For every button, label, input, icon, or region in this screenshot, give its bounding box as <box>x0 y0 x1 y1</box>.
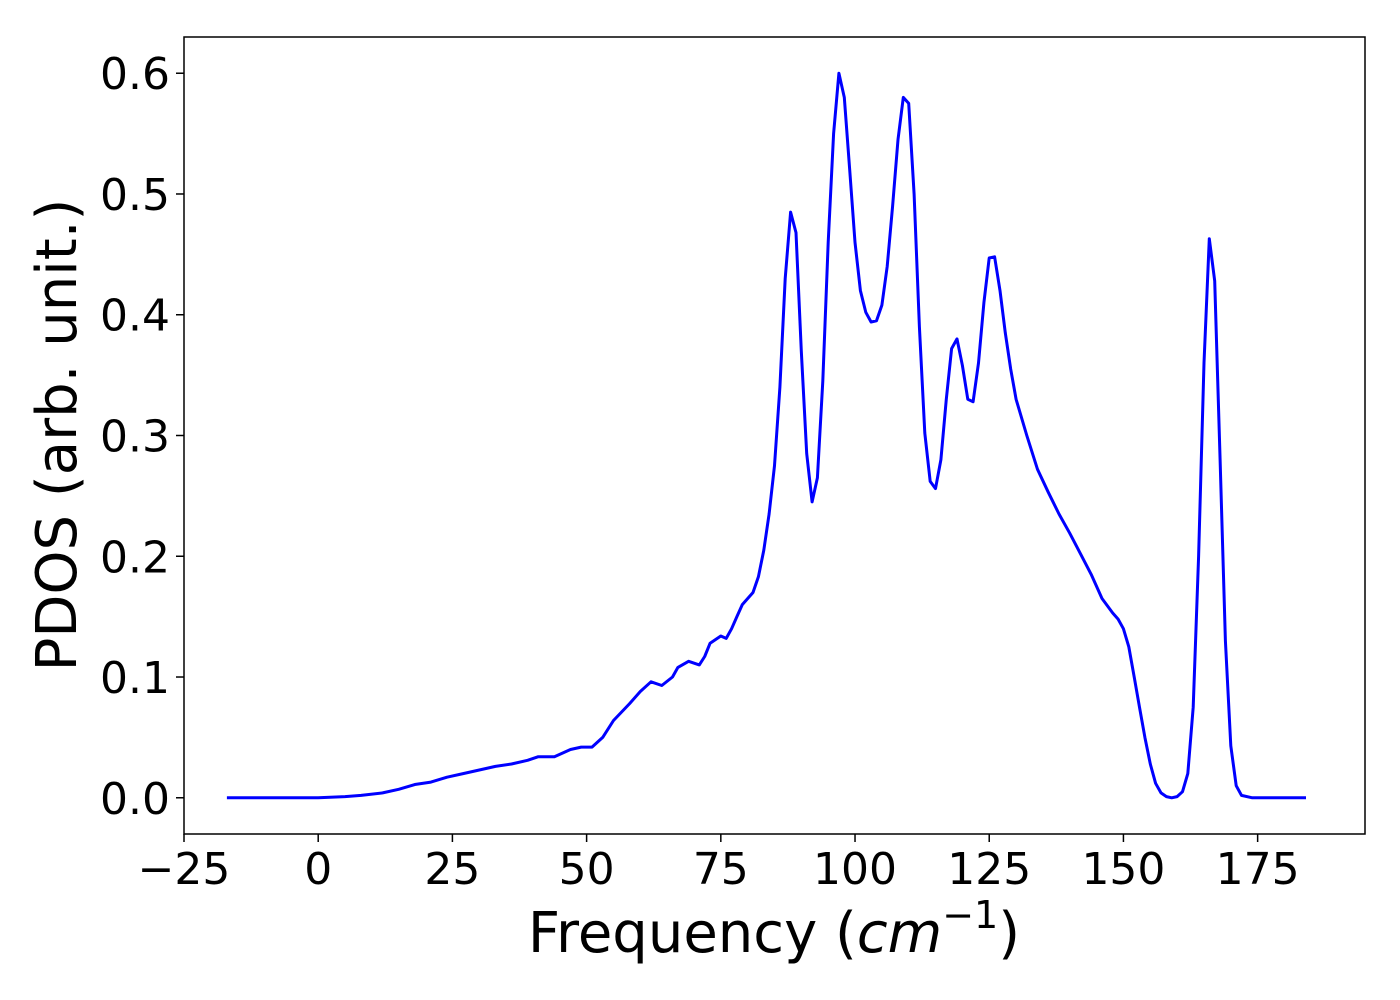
x-tick-label: 0 <box>304 844 332 895</box>
y-tick-label: 0.5 <box>100 170 170 221</box>
y-tick-label: 0.1 <box>100 653 170 704</box>
series-layer <box>226 71 1306 800</box>
plot-frame <box>183 36 1366 835</box>
y-axis-ticks: 0.0 0.1 0.2 0.3 0.4 0.5 0.6 <box>100 49 184 825</box>
x-axis-label: Frequency (cm−1) <box>528 893 1020 966</box>
x-tick-label: 75 <box>693 844 749 895</box>
x-tick-label: 125 <box>947 844 1031 895</box>
x-tick-label: 150 <box>1081 844 1165 895</box>
y-tick-label: 0.3 <box>100 412 170 463</box>
x-tick-label: 175 <box>1216 844 1300 895</box>
x-axis-ticks: −25 0 25 50 75 100 125 150 175 <box>138 834 1300 895</box>
y-axis-label: PDOS (arb. unit.) <box>25 199 90 672</box>
x-tick-label: 100 <box>813 844 897 895</box>
y-tick-label: 0.4 <box>100 291 170 342</box>
series-line-0 <box>226 71 1306 800</box>
x-tick-label: −25 <box>138 844 231 895</box>
y-tick-label: 0.0 <box>100 774 170 825</box>
x-tick-label: 50 <box>559 844 615 895</box>
x-tick-label: 25 <box>424 844 480 895</box>
y-tick-label: 0.6 <box>100 49 170 100</box>
y-tick-label: 0.2 <box>100 532 170 583</box>
